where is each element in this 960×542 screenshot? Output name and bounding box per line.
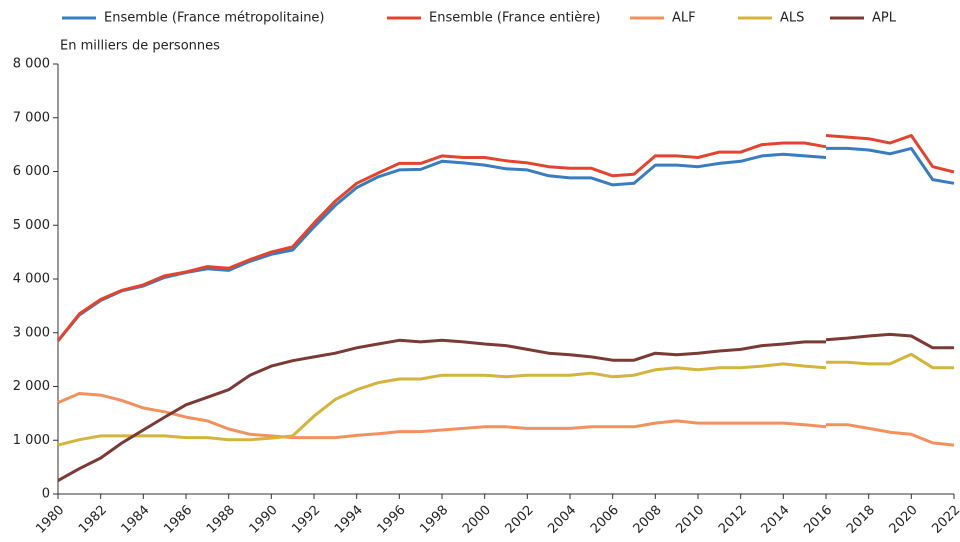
x-tick-label: 1984	[119, 503, 153, 537]
legend-label: Ensemble (France métropolitaine)	[104, 11, 325, 26]
y-tick-label: 5 000	[13, 218, 50, 233]
series-line	[57, 332, 954, 482]
y-axis-label: En milliers de personnes	[60, 39, 220, 54]
y-tick-label: 1 000	[13, 433, 50, 448]
y-tick-label: 6 000	[13, 164, 50, 179]
x-tick-label: 2022	[929, 503, 960, 537]
x-tick-label: 2012	[716, 503, 750, 537]
legend-label: ALS	[780, 11, 804, 26]
series-line	[56, 134, 955, 342]
y-tick-label: 8 000	[13, 57, 50, 72]
x-tick-label: 1992	[289, 503, 323, 537]
x-tick-label: 2006	[588, 503, 622, 537]
x-tick-label: 1990	[247, 503, 281, 537]
x-tick-label: 2004	[545, 503, 579, 537]
y-tick-label: 3 000	[13, 325, 50, 340]
legend-label: ALF	[672, 11, 696, 26]
x-tick-label: 2014	[759, 503, 793, 537]
x-tick-label: 1998	[417, 503, 451, 537]
x-tick-label: 1988	[204, 503, 238, 537]
x-tick-label: 2018	[844, 503, 878, 537]
y-tick-label: 0	[42, 487, 50, 502]
x-tick-label: 2010	[673, 503, 707, 537]
y-tick-label: 2 000	[13, 379, 50, 394]
x-tick-label: 2008	[631, 503, 665, 537]
y-tick-label: 7 000	[13, 110, 50, 125]
x-tick-label: 1980	[33, 503, 67, 537]
legend-label: APL	[872, 11, 897, 26]
x-tick-label: 1982	[76, 503, 110, 537]
x-tick-label: 2020	[887, 503, 921, 537]
x-tick-label: 1996	[375, 503, 409, 537]
legend-label: Ensemble (France entière)	[429, 11, 600, 26]
y-tick-label: 4 000	[13, 272, 50, 287]
series-line	[57, 392, 955, 447]
series-line	[57, 352, 954, 447]
x-tick-label: 1986	[161, 503, 195, 537]
x-tick-label: 1994	[332, 503, 366, 537]
x-tick-label: 2016	[801, 503, 835, 537]
series-line	[56, 146, 955, 342]
x-tick-label: 2000	[460, 503, 494, 537]
x-tick-label: 2002	[503, 503, 537, 537]
